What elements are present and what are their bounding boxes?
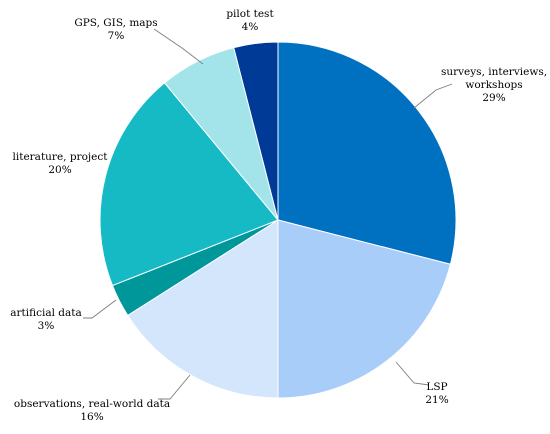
- slice-category-label: GPS, GIS, maps: [74, 17, 157, 29]
- pie-slices: [99, 41, 457, 399]
- slice-category-label: observations, real-world data: [14, 398, 170, 410]
- slice-category-label: pilot test: [226, 8, 274, 20]
- slice-percent-label: 7%: [108, 30, 125, 42]
- leader-line: [395, 361, 430, 386]
- slice-percent-label: 29%: [482, 92, 505, 104]
- slice-percent-label: 16%: [80, 411, 103, 423]
- leader-line: [158, 374, 191, 400]
- pie-slice: [277, 41, 457, 265]
- pie-slice: [233, 41, 279, 221]
- slice-category-label: artificial data: [10, 307, 82, 319]
- leader-line: [153, 28, 204, 65]
- slice-category-label: literature, project: [13, 151, 109, 163]
- pie-slice: [99, 82, 279, 287]
- slice-category-label: workshops: [465, 79, 522, 91]
- pie-slice: [277, 219, 452, 399]
- slice-percent-label: 20%: [48, 164, 71, 176]
- leader-lines: [83, 28, 453, 400]
- pie-slice: [127, 219, 279, 399]
- leader-line: [413, 83, 453, 109]
- leader-line: [83, 299, 117, 319]
- slice-percent-label: 3%: [38, 320, 55, 332]
- slice-category-label: LSP: [426, 381, 447, 393]
- slice-percent-label: 21%: [425, 394, 448, 406]
- slice-category-label: surveys, interviews,: [441, 66, 547, 78]
- slice-percent-label: 4%: [242, 21, 259, 33]
